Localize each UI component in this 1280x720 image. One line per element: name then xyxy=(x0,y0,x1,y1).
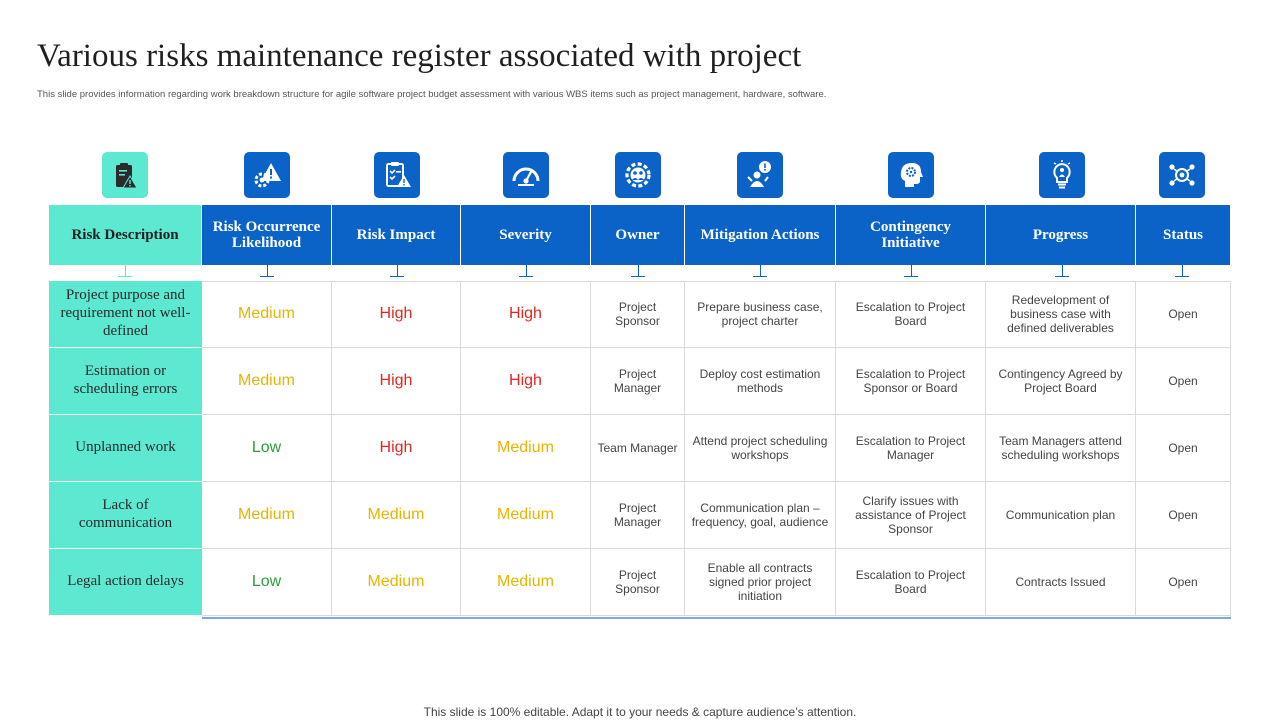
people-gear-icon xyxy=(615,152,661,198)
header-connector xyxy=(267,265,268,277)
cell-severity: Medium xyxy=(461,482,591,549)
cell-status: Open xyxy=(1136,281,1231,348)
clipboard-warning-icon xyxy=(102,152,148,198)
cell-status: Open xyxy=(1136,415,1231,482)
page-subtitle: This slide provides information regardin… xyxy=(37,89,827,100)
header-connector xyxy=(753,276,767,277)
header-connector xyxy=(118,276,132,277)
cell-mitigation: Enable all contracts signed prior projec… xyxy=(685,549,836,616)
cell-contingency: Escalation to Project Board xyxy=(836,281,986,348)
cell-status: Open xyxy=(1136,549,1231,616)
cell-description: Unplanned work xyxy=(49,415,202,482)
cell-status: Open xyxy=(1136,482,1231,549)
cell-contingency: Escalation to Project Sponsor or Board xyxy=(836,348,986,415)
header-connector xyxy=(519,276,533,277)
cell-progress: Contingency Agreed by Project Board xyxy=(986,348,1136,415)
cell-likelihood: Medium xyxy=(202,348,332,415)
cell-owner: Project Manager xyxy=(591,482,685,549)
table-row: Lack of communication Medium Medium Medium P… xyxy=(49,482,1231,549)
header-connector xyxy=(397,265,398,277)
header-connector xyxy=(125,265,126,277)
checklist-warning-icon xyxy=(374,152,420,198)
cell-owner: Project Sponsor xyxy=(591,281,685,348)
cell-impact: High xyxy=(332,348,461,415)
header-owner: Owner xyxy=(591,205,685,265)
header-contingency-initiative: Contingency Initiative xyxy=(836,205,986,265)
gauge-icon xyxy=(503,152,549,198)
header-connector xyxy=(904,276,918,277)
cell-owner: Team Manager xyxy=(591,415,685,482)
person-exclamation-icon xyxy=(737,152,783,198)
lightbulb-person-icon xyxy=(1039,152,1085,198)
cell-mitigation: Prepare business case, project charter xyxy=(685,281,836,348)
cell-mitigation: Deploy cost estimation methods xyxy=(685,348,836,415)
header-status: Status xyxy=(1136,205,1231,265)
cell-description: Estimation or scheduling errors xyxy=(49,348,202,415)
cell-impact: Medium xyxy=(332,482,461,549)
cell-contingency: Escalation to Project Manager xyxy=(836,415,986,482)
cell-likelihood: Medium xyxy=(202,482,332,549)
header-risk-likelihood: Risk Occurrence Likelihood xyxy=(202,205,332,265)
cell-progress: Contracts Issued xyxy=(986,549,1136,616)
cell-description: Legal action delays xyxy=(49,549,202,616)
header-connector xyxy=(526,265,527,277)
cell-likelihood: Low xyxy=(202,415,332,482)
header-risk-impact: Risk Impact xyxy=(332,205,461,265)
table-row: Legal action delays Low Medium Medium Projec… xyxy=(49,549,1231,616)
network-target-icon xyxy=(1159,152,1205,198)
cell-impact: High xyxy=(332,281,461,348)
head-gear-icon xyxy=(888,152,934,198)
risk-register-table: Project purpose and requirement not well… xyxy=(49,281,1231,619)
header-risk-description: Risk Description xyxy=(49,205,202,265)
gear-warning-icon xyxy=(244,152,290,198)
footer-note: This slide is 100% editable. Adapt it to… xyxy=(423,705,857,719)
cell-severity: Medium xyxy=(461,549,591,616)
header-connector xyxy=(631,276,645,277)
cell-description: Lack of communication xyxy=(49,482,202,549)
cell-likelihood: Medium xyxy=(202,281,332,348)
cell-description: Project purpose and requirement not well… xyxy=(49,281,202,348)
header-severity: Severity xyxy=(461,205,591,265)
table-row: Unplanned work Low High Medium Team Manager A… xyxy=(49,415,1231,482)
cell-impact: High xyxy=(332,415,461,482)
cell-status: Open xyxy=(1136,348,1231,415)
header-connector xyxy=(1182,265,1183,277)
page-title: Various risks maintenance register assoc… xyxy=(37,38,802,74)
header-connector xyxy=(260,276,274,277)
cell-severity: Medium xyxy=(461,415,591,482)
cell-mitigation: Communication plan – frequency, goal, au… xyxy=(685,482,836,549)
header-progress: Progress xyxy=(986,205,1136,265)
cell-mitigation: Attend project scheduling workshops xyxy=(685,415,836,482)
header-connector xyxy=(1055,276,1069,277)
cell-owner: Project Manager xyxy=(591,348,685,415)
header-connector xyxy=(390,276,404,277)
cell-severity: High xyxy=(461,348,591,415)
cell-likelihood: Low xyxy=(202,549,332,616)
cell-contingency: Escalation to Project Board xyxy=(836,549,986,616)
cell-progress: Communication plan xyxy=(986,482,1136,549)
cell-severity: High xyxy=(461,281,591,348)
header-connector xyxy=(1175,276,1189,277)
cell-owner: Project Sponsor xyxy=(591,549,685,616)
table-row: Project purpose and requirement not well… xyxy=(49,281,1231,348)
header-connector xyxy=(638,265,639,277)
header-connector xyxy=(1062,265,1063,277)
cell-progress: Team Managers attend scheduling workshop… xyxy=(986,415,1136,482)
header-mitigation-actions: Mitigation Actions xyxy=(685,205,836,265)
cell-contingency: Clarify issues with assistance of Projec… xyxy=(836,482,986,549)
table-row: Estimation or scheduling errors Medium Hig… xyxy=(49,348,1231,415)
header-connector xyxy=(911,265,912,277)
cell-impact: Medium xyxy=(332,549,461,616)
header-connector xyxy=(760,265,761,277)
cell-progress: Redevelopment of business case with defi… xyxy=(986,281,1136,348)
